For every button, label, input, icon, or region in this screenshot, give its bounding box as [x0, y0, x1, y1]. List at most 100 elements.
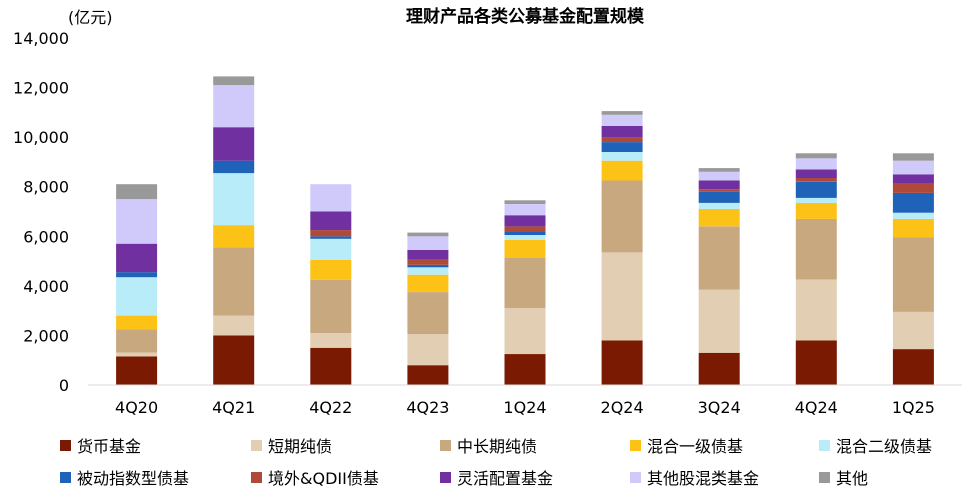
- legend-swatch: [440, 439, 451, 451]
- bar-segment: [892, 218, 934, 238]
- bar-segment: [795, 340, 837, 385]
- bar-segment: [892, 192, 934, 213]
- bar-segment: [407, 236, 449, 250]
- bar-segment: [213, 160, 255, 174]
- x-axis-ticks: 4Q20 4Q21 4Q22 4Q23 1Q24 2Q24 3Q24 4Q24 1Q25: [115, 398, 935, 417]
- legend-item: 灵活配置基金: [440, 465, 553, 489]
- x-tick-label: 1Q24: [503, 398, 546, 417]
- legend-label: 其他股混类基金: [647, 469, 760, 488]
- bar-stack: [407, 232, 449, 385]
- legend-label: 混合一级债基: [647, 437, 744, 456]
- bar-segment: [116, 356, 158, 385]
- bar-segment: [213, 315, 255, 336]
- bar-segment: [601, 180, 643, 253]
- bar-segment: [795, 153, 837, 159]
- bar-segment: [698, 209, 740, 227]
- legend-item: 被动指数型债基: [60, 465, 189, 489]
- bar-segment: [795, 197, 837, 203]
- bar-segment: [795, 279, 837, 341]
- bar-segment: [213, 247, 255, 316]
- bar-segment: [601, 160, 643, 181]
- bar-segment: [310, 230, 352, 237]
- bar-stack: [213, 76, 255, 385]
- bar-segment: [310, 279, 352, 333]
- bar-segment: [892, 174, 934, 183]
- y-tick-label: 2,000: [23, 326, 69, 345]
- legend-item: 货币基金: [60, 433, 141, 457]
- bar-segment: [407, 334, 449, 366]
- legend-swatch: [251, 471, 262, 483]
- x-tick-label: 4Q24: [795, 398, 838, 417]
- bar-segment: [698, 191, 740, 203]
- bar-segment: [213, 85, 255, 128]
- bar-segment: [407, 259, 449, 265]
- bar-segment: [407, 292, 449, 335]
- bar-segment: [407, 267, 449, 275]
- legend-item: 其他: [819, 465, 868, 489]
- bar-stack: [795, 153, 837, 385]
- y-tick-label: 10,000: [13, 128, 69, 147]
- bar-segment: [601, 152, 643, 161]
- legend-item: 短期纯债: [251, 433, 332, 457]
- bar-segment: [116, 329, 158, 353]
- bar-segment: [892, 160, 934, 175]
- legend-label: 货币基金: [77, 437, 142, 456]
- y-tick-label: 4,000: [23, 277, 69, 296]
- legend-label: 其他: [836, 469, 869, 488]
- legend-swatch: [630, 439, 641, 451]
- bar-stack: [601, 111, 643, 385]
- legend-item: 混合一级债基: [630, 433, 743, 457]
- bar-segment: [213, 173, 255, 226]
- bar-segment: [601, 137, 643, 143]
- bar-stack: [892, 153, 934, 385]
- bars-group: [116, 76, 934, 385]
- bar-segment: [213, 225, 255, 248]
- legend-swatch: [440, 471, 451, 483]
- bar-segment: [504, 231, 546, 235]
- legend-item: 其他股混类基金: [630, 465, 759, 489]
- bar-segment: [601, 111, 643, 115]
- bar-segment: [601, 252, 643, 341]
- legend-item: 境外&QDII债基: [251, 465, 379, 489]
- bar-segment: [601, 126, 643, 138]
- bar-segment: [698, 202, 740, 209]
- chart-title: 理财产品各类公募基金配置规模: [406, 6, 645, 27]
- legend-swatch: [630, 471, 641, 483]
- bar-segment: [698, 352, 740, 385]
- y-tick-label: 6,000: [23, 227, 69, 246]
- bar-segment: [310, 347, 352, 385]
- bar-segment: [504, 240, 546, 258]
- bar-segment: [698, 171, 740, 181]
- y-axis-label: (亿元): [68, 8, 113, 27]
- bar-segment: [892, 311, 934, 350]
- stacked-bar-chart: 理财产品各类公募基金配置规模 (亿元) 0 2,000 4,000 6,000 8,00…: [13, 6, 962, 417]
- bar-segment: [601, 142, 643, 152]
- bar-segment: [310, 259, 352, 280]
- bar-segment: [795, 202, 837, 219]
- bar-segment: [698, 180, 740, 190]
- bar-segment: [407, 264, 449, 268]
- bar-segment: [407, 274, 449, 293]
- bar-segment: [504, 235, 546, 240]
- bar-stack: [310, 184, 352, 385]
- legend-label: 灵活配置基金: [457, 469, 554, 488]
- bar-segment: [795, 181, 837, 198]
- legend-swatch: [819, 471, 830, 483]
- bar-segment: [795, 158, 837, 170]
- bar-segment: [504, 226, 546, 232]
- bar-segment: [698, 289, 740, 353]
- x-tick-label: 4Q23: [406, 398, 449, 417]
- bar-segment: [116, 315, 158, 330]
- bar-segment: [892, 237, 934, 312]
- bar-segment: [213, 76, 255, 86]
- y-tick-label: 14,000: [13, 29, 69, 48]
- x-tick-label: 4Q22: [309, 398, 352, 417]
- y-tick-label: 12,000: [13, 79, 69, 98]
- legend-swatch: [60, 439, 71, 451]
- legend-label: 中长期纯债: [457, 437, 538, 456]
- legend-label: 被动指数型债基: [77, 469, 190, 488]
- bar-segment: [504, 354, 546, 385]
- bar-segment: [892, 349, 934, 385]
- legend-label: 短期纯债: [268, 437, 333, 456]
- bar-segment: [892, 153, 934, 161]
